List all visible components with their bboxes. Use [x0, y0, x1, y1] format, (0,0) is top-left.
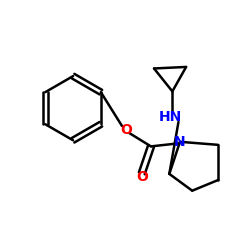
Text: HN: HN — [159, 110, 182, 124]
Text: O: O — [136, 170, 148, 184]
Text: N: N — [174, 135, 186, 149]
Text: O: O — [120, 122, 132, 136]
